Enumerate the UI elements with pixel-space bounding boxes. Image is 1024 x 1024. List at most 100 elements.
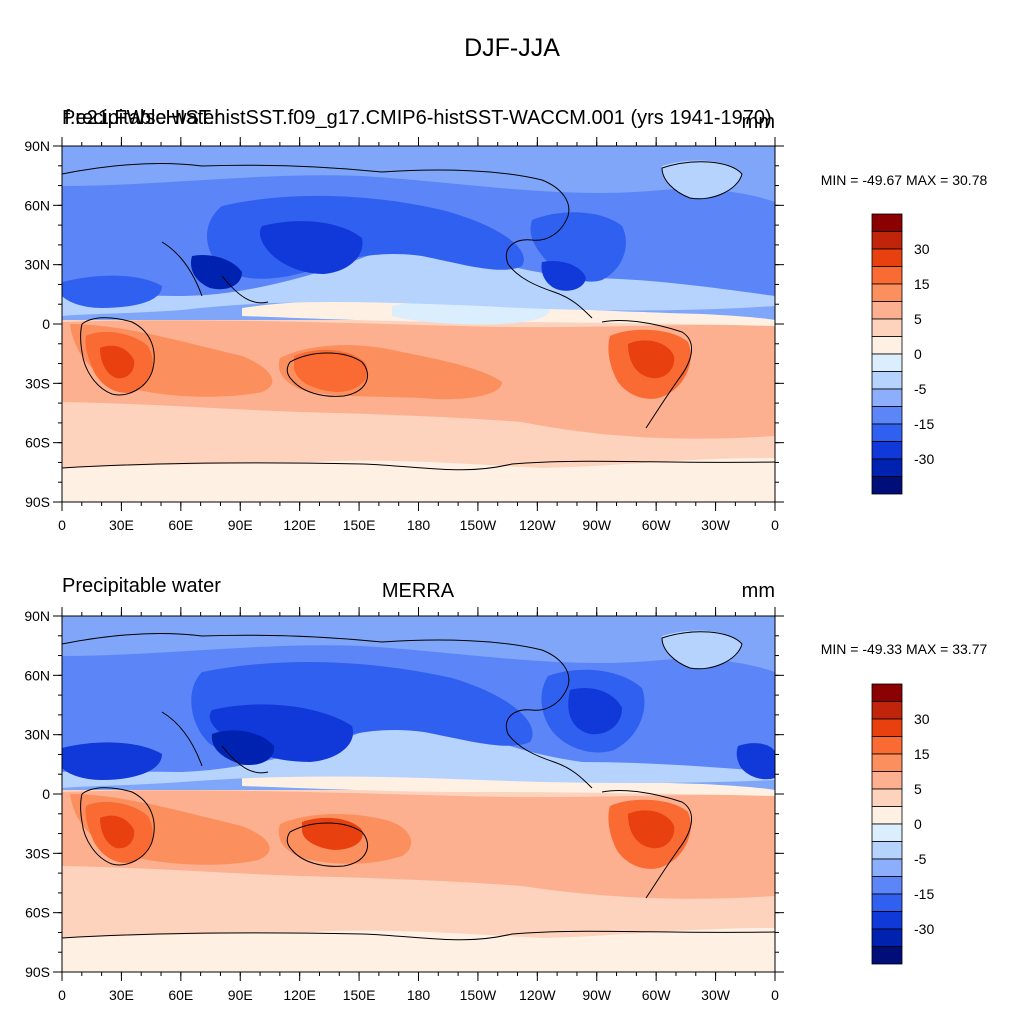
colorbar-swatch [871,336,903,355]
x-tick-label: 0 [771,517,779,533]
colorbar-label: -30 [914,451,934,467]
colorbar-swatch [871,858,903,877]
y-tick-label: 30S [25,375,50,391]
y-tick-label: 90N [24,138,50,154]
x-tick-label: 180 [407,987,431,1003]
south-america-hot [628,340,675,379]
y-tick-label: 90S [25,494,50,510]
africa-hot [100,815,135,849]
colorbar-swatch [871,231,903,250]
colorbar-swatch [871,406,903,425]
x-tick-label: 180 [407,517,431,533]
colorbar-label: 5 [914,311,922,327]
greenland-pale [662,160,742,199]
colorbar-label: -5 [914,851,927,867]
australia-hot [294,349,368,392]
colorbar-swatch [871,441,903,460]
x-tick-label: 150E [343,517,376,533]
x-tick-label: 90E [228,517,253,533]
panel-2-units-label: mm [742,580,775,602]
y-tick-label: 60N [24,197,50,213]
southern-salmon-band [62,790,775,899]
asia-deep-cold [259,221,363,274]
y-tick-label: 90N [24,608,50,624]
colorbar-label: 30 [914,711,930,727]
colorbar-swatch [871,353,903,372]
y-tick-label: 60S [25,435,50,451]
colorbar-swatch [871,946,903,965]
colorbar-swatch [871,806,903,825]
colorbar-swatch [871,213,903,232]
colorbar-swatch [871,771,903,790]
x-tick-label: 60E [168,517,193,533]
y-tick-label: 90S [25,964,50,980]
colorbar-swatch [871,388,903,407]
colorbar-swatch [871,476,903,495]
colorbar-swatch [871,371,903,390]
equatorial-neutral [242,770,775,796]
colorbar-label: 5 [914,781,922,797]
colorbar-label: -30 [914,921,934,937]
colorbar-label: -15 [914,886,934,902]
x-tick-label: 60E [168,987,193,1003]
colorbar-swatch [871,736,903,755]
coastlines [61,161,776,471]
x-tick-label: 150W [460,517,497,533]
panel-1-colorbar: 30 15 5 0 -5 -15 -30 [871,213,934,495]
colorbar-label: 0 [914,346,922,362]
panel-1-variable-label: Precipitable water [62,107,221,129]
colorbar-swatch [871,876,903,895]
x-tick-label: 30E [109,987,134,1003]
colorbar-swatch [871,893,903,912]
x-tick-label: 90E [228,987,253,1003]
colorbar-swatch [871,248,903,267]
x-tick-label: 90W [582,987,612,1003]
x-tick-label: 120E [283,987,316,1003]
colorbar-swatch [871,283,903,302]
colorbar-swatch [871,318,903,337]
colorbar-swatch [871,841,903,860]
colorbar-swatch [871,823,903,842]
panel-1-map [61,146,776,502]
colorbar-swatch [871,266,903,285]
y-tick-label: 30S [25,845,50,861]
panel-1-min-max: MIN = -49.67 MAX = 30.78 [821,172,988,188]
north-america-deep-cold [568,688,622,735]
arabia-cold [62,275,162,308]
india-deep-cold [190,254,242,290]
panel-2: Precipitable water MERRA mm [24,575,987,1003]
colorbar-swatch [871,683,903,702]
x-tick-label: 120E [283,517,316,533]
x-tick-label: 120W [519,517,556,533]
y-tick-label: 0 [42,786,50,802]
colorbar-swatch [871,928,903,947]
y-tick-label: 60N [24,667,50,683]
africa-hot [100,345,135,379]
panel-2-ticks: 0 30E 60E 90E 120E 150E 180 150W 120W 90W 60W 30W 09… [24,607,784,1003]
colorbar-swatch [871,788,903,807]
x-tick-label: 30E [109,517,134,533]
panel-2-min-max: MIN = -49.33 MAX = 33.77 [821,641,988,657]
x-tick-label: 60W [642,987,672,1003]
colorbar-label: -5 [914,381,927,397]
panel-2-case-label: MERRA [382,580,455,602]
y-tick-label: 30N [24,727,50,743]
coastlines [61,631,776,941]
panel-2-map [61,616,776,972]
colorbar-swatch [871,423,903,442]
atlantic-cold [736,743,775,780]
colorbar-label: 15 [914,276,930,292]
y-tick-label: 0 [42,316,50,332]
y-tick-label: 60S [25,905,50,921]
colorbar-swatch [871,753,903,772]
south-america-hot [628,810,675,849]
y-tick-label: 30N [24,257,50,273]
x-tick-label: 120W [519,987,556,1003]
colorbar-label: 30 [914,241,930,257]
x-tick-label: 30W [701,517,731,533]
x-tick-label: 150E [343,987,376,1003]
colorbar-swatch [871,718,903,737]
colorbar-label: 0 [914,816,922,832]
colorbar-swatch [871,458,903,477]
